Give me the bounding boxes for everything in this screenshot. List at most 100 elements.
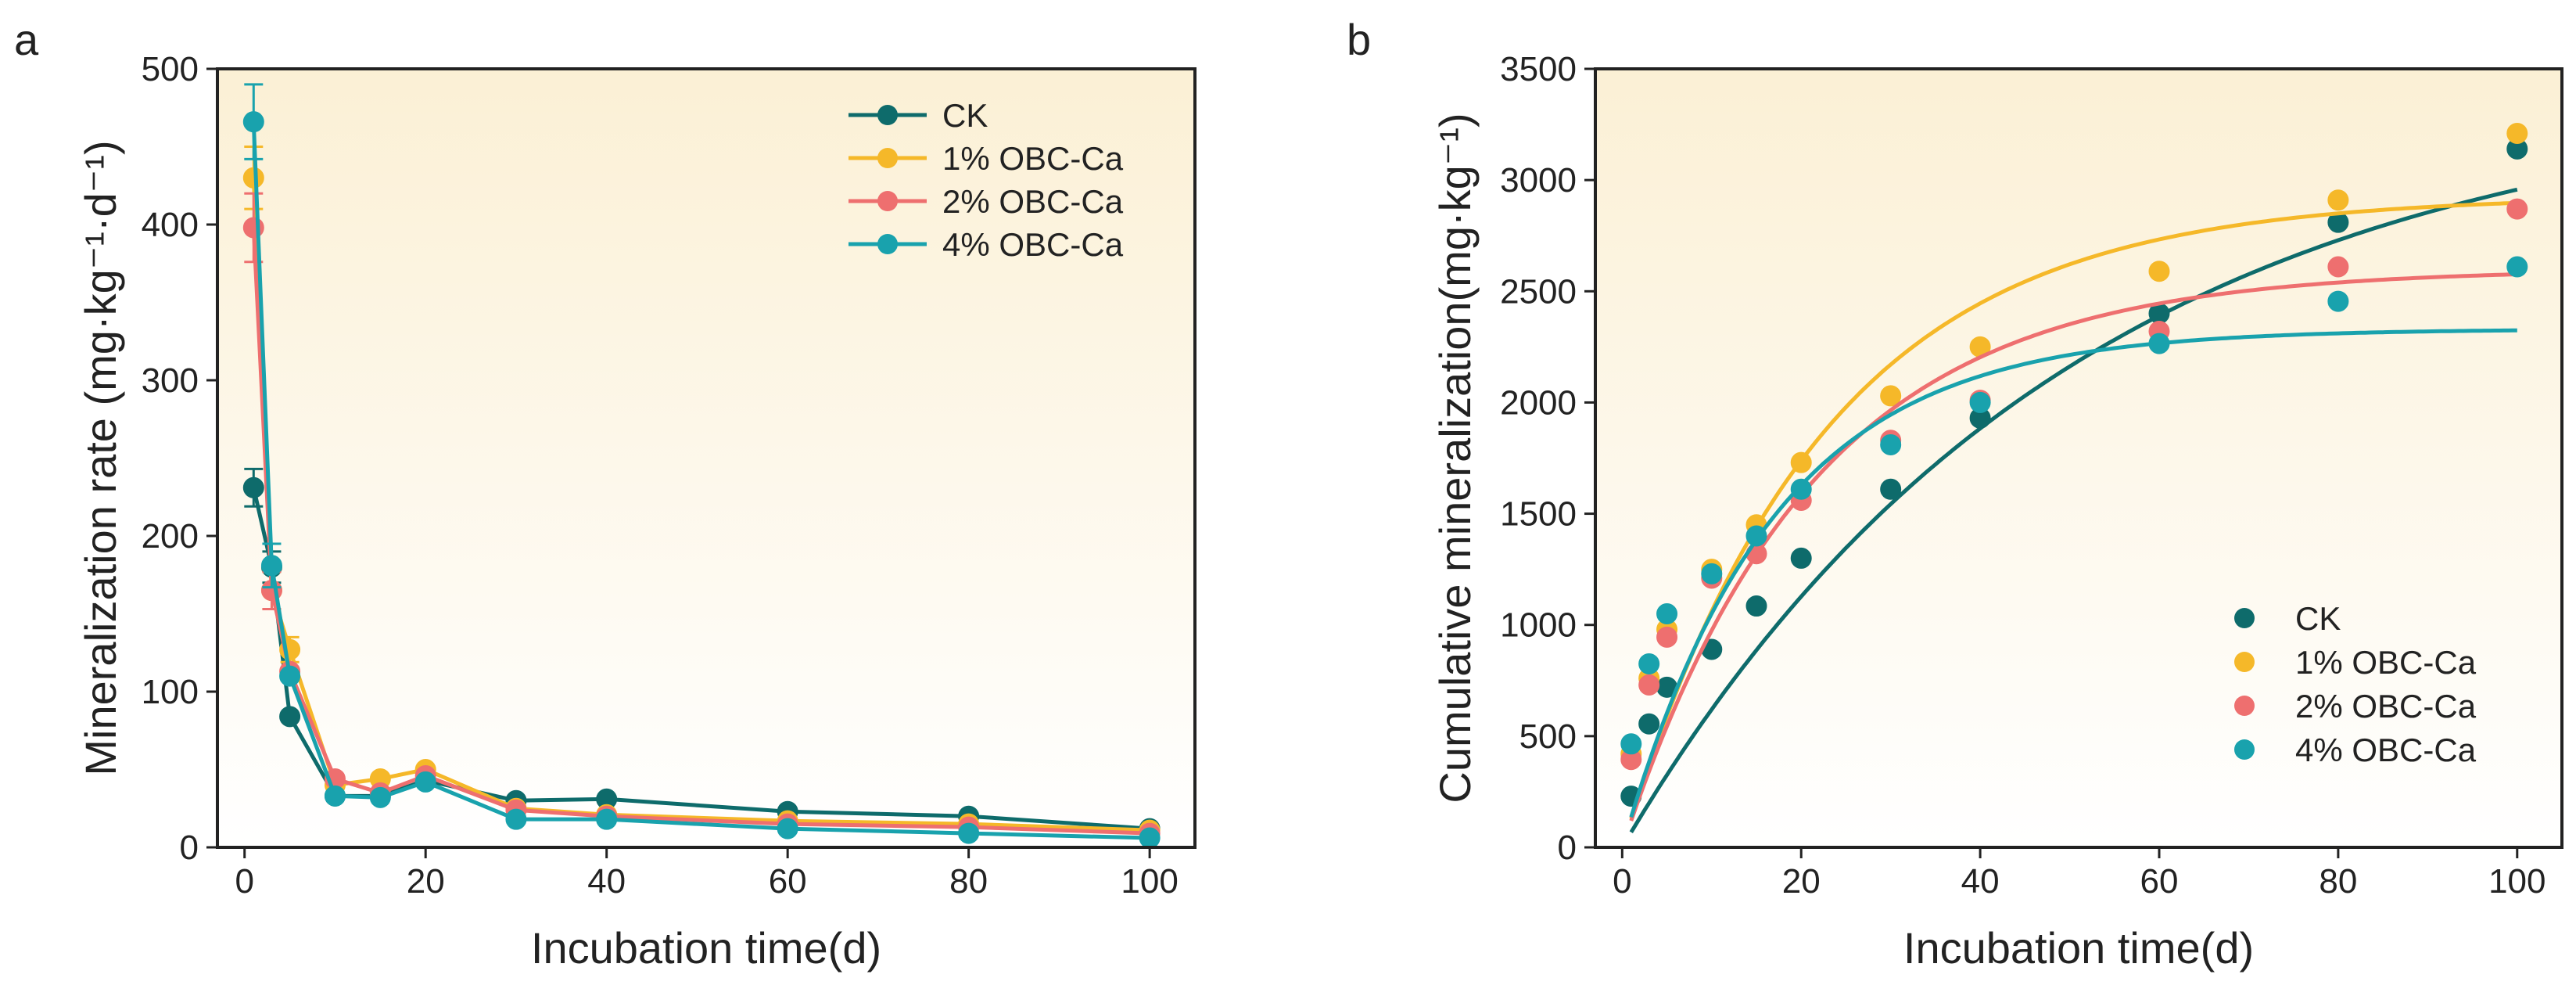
x-tick-label: 20 <box>407 862 445 901</box>
x-tick-label: 60 <box>2140 862 2179 901</box>
data-point <box>1745 595 1767 617</box>
data-point <box>1880 433 1902 455</box>
data-point <box>242 476 264 498</box>
data-point <box>1745 525 1767 547</box>
data-point <box>1969 391 1991 413</box>
data-point <box>1880 478 1902 500</box>
data-point <box>1790 478 1812 500</box>
legend-label: 1% OBC-Ca <box>942 140 1124 177</box>
legend-marker <box>2234 739 2255 760</box>
legend-marker <box>877 234 898 254</box>
y-tick-label: 500 <box>1519 717 1577 756</box>
y-tick-label: 1000 <box>1500 606 1577 645</box>
y-tick-label: 1500 <box>1500 495 1577 534</box>
data-point <box>2148 261 2170 282</box>
data-point <box>505 808 527 830</box>
fit-curve <box>1629 187 2518 833</box>
data-point <box>2148 333 2170 354</box>
legend-label: 4% OBC-Ca <box>2295 732 2477 768</box>
axis-frame <box>216 67 1197 849</box>
legend-label: CK <box>2295 600 2341 637</box>
data-point <box>414 771 436 793</box>
y-tick-label: 2500 <box>1500 272 1577 311</box>
data-point <box>2327 256 2349 278</box>
panel-a: a 0 20 40 60 80 100 0 100 200 300 400 500 Incubation … <box>14 15 1197 973</box>
legend-marker <box>877 191 898 211</box>
data-point <box>242 167 264 189</box>
legend-marker <box>877 148 898 168</box>
legend-marker <box>877 105 898 125</box>
y-tick-label: 200 <box>142 517 199 556</box>
legend-label: 2% OBC-Ca <box>2295 688 2477 725</box>
data-point <box>1880 385 1902 407</box>
fit-curve <box>1629 200 2517 820</box>
x-tick-label: 20 <box>1782 862 1821 901</box>
legend-label: 4% OBC-Ca <box>942 226 1124 263</box>
data-point <box>1790 451 1812 473</box>
plot-area <box>1595 69 2562 847</box>
legend-label: 1% OBC-Ca <box>2295 644 2477 681</box>
panel-b: b0 20 40 60 80 100050010001500200025003000350… <box>1347 15 2563 973</box>
legend-marker <box>2234 696 2255 716</box>
y-tick-label: 0 <box>180 829 199 867</box>
y-tick-label: 500 <box>142 50 199 88</box>
x-axis-label: Incubation time(d) <box>1903 923 2254 973</box>
legend-marker <box>2234 652 2255 672</box>
data-point <box>1656 603 1678 624</box>
legend-label: CK <box>942 97 988 134</box>
data-point <box>1139 827 1161 849</box>
x-tick-label: 0 <box>1613 862 1631 901</box>
data-point <box>279 706 301 728</box>
data-point <box>369 786 391 808</box>
data-point <box>1745 543 1767 565</box>
data-point <box>2327 290 2349 312</box>
x-tick-label: 40 <box>587 862 626 901</box>
data-point <box>2506 256 2528 278</box>
fit-curve <box>1629 272 2517 822</box>
data-point <box>242 111 264 133</box>
x-tick-label: 100 <box>2488 862 2546 901</box>
plot-area <box>217 69 1195 847</box>
data-point <box>324 785 346 807</box>
data-point <box>279 665 301 687</box>
y-tick-label: 400 <box>142 206 199 244</box>
data-point <box>596 808 618 830</box>
y-tick-label: 0 <box>1558 829 1577 867</box>
x-tick-label: 100 <box>1121 862 1178 901</box>
x-tick-label: 60 <box>769 862 807 901</box>
x-axis-label: Incubation time(d) <box>531 923 881 973</box>
data-point <box>2327 189 2349 211</box>
data-point <box>1638 674 1660 696</box>
x-tick-label: 80 <box>2319 862 2357 901</box>
fit-curve <box>1629 328 2517 818</box>
x-tick-label: 0 <box>235 862 253 901</box>
data-point <box>2506 122 2528 144</box>
x-tick-label: 80 <box>949 862 988 901</box>
data-point <box>777 818 798 840</box>
data-point <box>1701 563 1723 584</box>
data-point <box>1656 626 1678 648</box>
axis-frame <box>1594 67 2563 849</box>
y-axis-label: Mineralization rate (mg·kg⁻¹·d⁻¹) <box>76 140 125 775</box>
data-point <box>1638 653 1660 674</box>
y-axis-label: Cumulative mineralization(mg·kg⁻¹) <box>1430 113 1480 803</box>
data-point <box>1638 713 1660 735</box>
data-point <box>1790 547 1812 569</box>
legend-label: 2% OBC-Ca <box>942 183 1124 220</box>
y-tick-label: 2000 <box>1500 383 1577 422</box>
y-tick-label: 300 <box>142 361 199 400</box>
panel-label: a <box>14 15 39 64</box>
x-tick-label: 40 <box>1961 862 2000 901</box>
legend: CK 1% OBC-Ca 2% OBC-Ca 4% OBC-Ca <box>2234 600 2477 768</box>
legend-marker <box>2234 608 2255 628</box>
legend: CK 1% OBC-Ca 2% OBC-Ca 4% OBC-Ca <box>849 97 1124 263</box>
y-tick-label: 100 <box>142 673 199 711</box>
y-tick-label: 3500 <box>1500 50 1577 88</box>
y-tick-label: 3000 <box>1500 161 1577 200</box>
data-point <box>2506 198 2528 220</box>
data-point <box>242 217 264 239</box>
panel-label: b <box>1347 15 1371 64</box>
data-point <box>1620 733 1642 755</box>
data-point <box>958 822 980 844</box>
